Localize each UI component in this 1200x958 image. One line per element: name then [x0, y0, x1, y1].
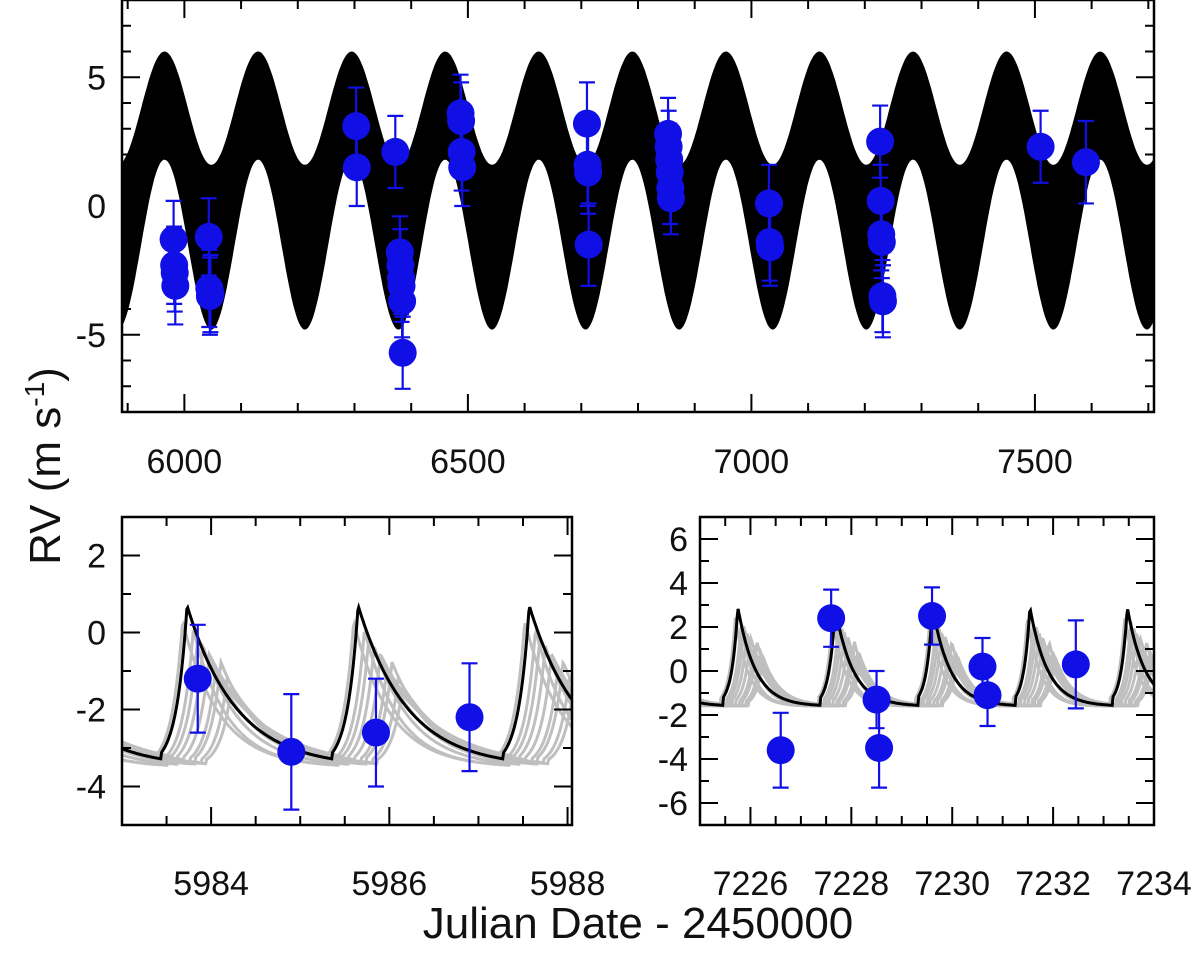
- bottom-right-panel: 7226 7228 7230 7232 7234 6 4 2 0 -2 -4 -6: [658, 515, 1192, 903]
- rv-data-point: [973, 681, 1002, 710]
- rv-data-point: [388, 287, 417, 316]
- rv-data-point: [342, 112, 371, 141]
- x-tick-label: 7228: [814, 865, 890, 903]
- rv-data-point: [574, 158, 603, 187]
- rv-data-point: [918, 602, 947, 630]
- x-tick-label: 7500: [997, 443, 1073, 481]
- rv-data-point: [448, 153, 477, 182]
- x-tick-label: 5984: [173, 865, 249, 903]
- rv-data-point: [361, 718, 390, 747]
- bottom-left-panel: 5984 5986 5988 2 0 -2 -4: [76, 515, 606, 903]
- rv-data-point: [342, 153, 371, 182]
- y-axis-title-main: RV (m s: [21, 407, 70, 565]
- y-axis-title-superscript: -1: [19, 382, 50, 407]
- top-panel: 6000 6500 7000 7500 5 0 -5: [76, 0, 1156, 481]
- y-tick-label: 0: [87, 615, 106, 653]
- x-tick-label: 7226: [713, 865, 789, 903]
- y-axis-title-close: ): [21, 367, 70, 382]
- x-tick-label: 7000: [714, 443, 790, 481]
- rv-data-point: [866, 127, 895, 156]
- y-tick-label: 2: [669, 609, 688, 647]
- y-tick-label: 0: [669, 653, 688, 691]
- x-axis-title: Julian Date - 2450000: [423, 899, 854, 948]
- rv-data-point: [968, 652, 997, 681]
- top-plot-area: [122, 51, 1154, 330]
- rv-data-point: [277, 737, 306, 766]
- y-tick-label: -5: [76, 317, 106, 355]
- y-tick-label: -2: [658, 697, 688, 735]
- x-tick-label: 7234: [1116, 865, 1192, 903]
- rv-data-point: [574, 230, 603, 259]
- rv-data-point: [867, 228, 896, 257]
- rv-data-point: [1026, 132, 1055, 161]
- rv-data-point: [817, 604, 846, 633]
- best-fit-orbit-curve: [700, 606, 1154, 707]
- rv-data-point: [862, 685, 891, 714]
- x-tick-label: 7230: [914, 865, 990, 903]
- rv-data-point: [161, 271, 190, 300]
- rv-data-point: [388, 338, 417, 367]
- bottom-right-plot-area: [700, 606, 1154, 708]
- x-tick-label: 6500: [430, 443, 506, 481]
- y-tick-label: 4: [669, 565, 688, 603]
- y-tick-label: 0: [87, 188, 106, 226]
- rv-data-point: [868, 287, 897, 316]
- x-tick-label: 5988: [530, 865, 606, 903]
- rv-data-point: [756, 233, 785, 262]
- rv-data-point: [381, 137, 410, 166]
- rv-data-point: [194, 222, 223, 251]
- x-tick-label: 5986: [352, 865, 428, 903]
- model-envelope-band: [122, 51, 1154, 330]
- sample-orbit-curve-5: [700, 617, 1154, 708]
- rv-data-point: [455, 703, 484, 732]
- rv-data-point: [1061, 650, 1090, 679]
- y-tick-label: 6: [669, 521, 688, 559]
- rv-data-point: [865, 734, 894, 762]
- y-axis-title: RV (m s-1): [19, 367, 70, 565]
- rv-data-point: [183, 664, 212, 693]
- y-tick-label: -2: [76, 692, 106, 730]
- x-tick-label: 6000: [147, 443, 223, 481]
- rv-data-point: [656, 184, 685, 213]
- rv-data-point: [1071, 148, 1100, 177]
- x-tick-label: 7232: [1015, 865, 1091, 903]
- sample-orbit-curve-8: [700, 652, 1154, 708]
- y-tick-label: 2: [87, 538, 106, 576]
- rv-data-point: [766, 736, 795, 765]
- y-tick-label: -4: [658, 741, 688, 779]
- y-tick-label: 5: [87, 59, 106, 97]
- y-tick-label: -4: [76, 769, 106, 807]
- y-tick-label: -6: [658, 785, 688, 823]
- rv-data-point: [196, 279, 225, 308]
